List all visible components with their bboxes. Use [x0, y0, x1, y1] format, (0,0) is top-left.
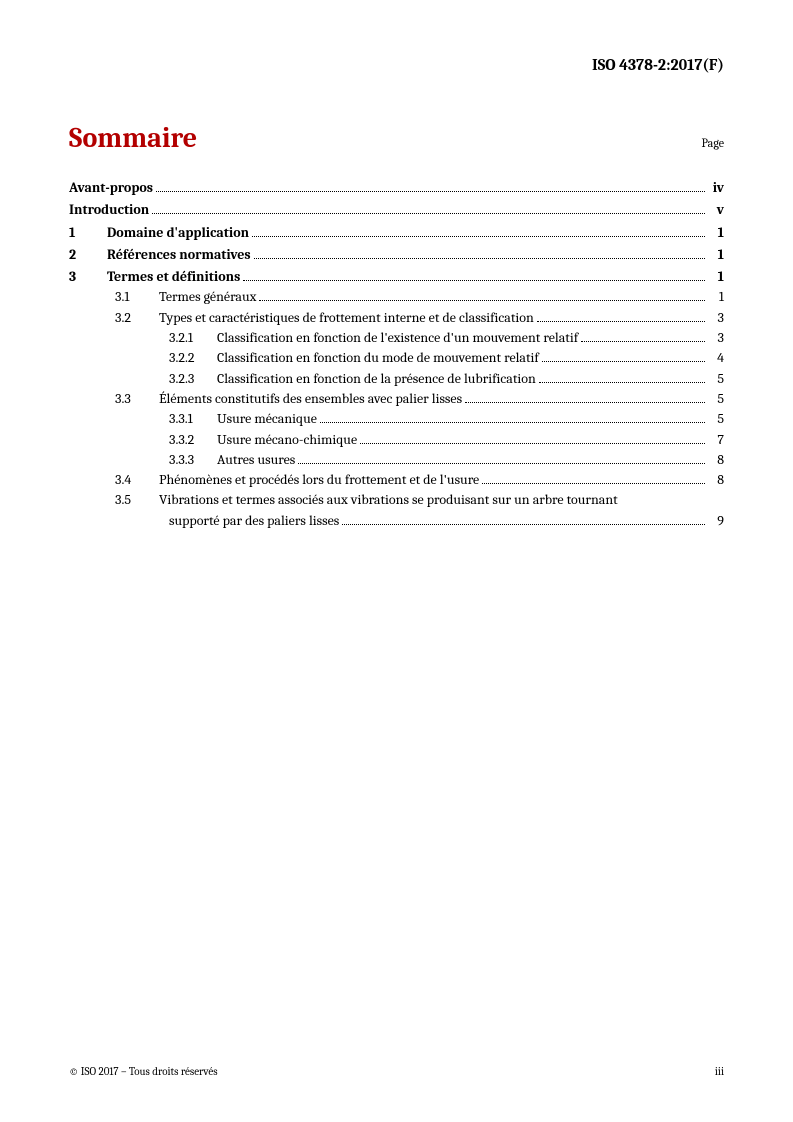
- toc-label: Références normatives: [107, 245, 251, 265]
- toc-container: Avant-propos iv Introduction v 1 Domaine…: [69, 178, 724, 531]
- toc-page: 5: [708, 369, 724, 389]
- toc-num: 3.3: [115, 389, 159, 409]
- toc-entry-s3-3-2: 3.3.2 Usure mécano-chimique 7: [69, 430, 724, 450]
- toc-label: Classification en fonction de la présenc…: [217, 369, 536, 389]
- toc-num: 3.3.1: [169, 409, 217, 429]
- toc-num: 3.2: [115, 308, 159, 328]
- toc-leader: [539, 370, 705, 383]
- toc-label: Termes et définitions: [107, 267, 240, 287]
- toc-title: Sommaire: [69, 122, 197, 154]
- toc-leader: [320, 411, 705, 424]
- toc-num: 3.3.3: [169, 450, 217, 470]
- toc-page: 1: [708, 245, 724, 265]
- toc-page: iv: [708, 178, 724, 198]
- toc-label: Domaine d'application: [107, 223, 249, 243]
- toc-page: 1: [708, 267, 724, 287]
- toc-entry-s3: 3 Termes et définitions 1: [69, 267, 724, 287]
- page-footer: © ISO 2017 – Tous droits réservés iii: [69, 1065, 724, 1078]
- toc-entry-s3-5-line2: supporté par des paliers lisses 9: [69, 511, 724, 531]
- title-row: Sommaire Page: [69, 122, 724, 154]
- toc-leader: [342, 512, 705, 525]
- toc-label: Usure mécanique: [217, 409, 317, 429]
- footer-copyright: © ISO 2017 – Tous droits réservés: [69, 1065, 218, 1078]
- toc-num: 3: [69, 267, 107, 287]
- toc-page: 1: [708, 223, 724, 243]
- footer-page-number: iii: [715, 1065, 724, 1078]
- toc-label: supporté par des paliers lisses: [169, 511, 339, 531]
- toc-num: 3.3.2: [169, 430, 217, 450]
- page-column-label: Page: [702, 136, 724, 150]
- toc-entry-s3-2-2: 3.2.2 Classification en fonction du mode…: [69, 348, 724, 368]
- toc-entry-s3-3: 3.3 Éléments constitutifs des ensembles …: [69, 389, 724, 409]
- toc-entry-s3-5-line1: 3.5 Vibrations et termes associés aux vi…: [69, 490, 724, 510]
- toc-entry-introduction: Introduction v: [69, 200, 724, 220]
- toc-entry-s3-2-3: 3.2.3 Classification en fonction de la p…: [69, 369, 724, 389]
- toc-leader: [298, 451, 705, 464]
- toc-num: 1: [69, 223, 107, 243]
- toc-entry-s2: 2 Références normatives 1: [69, 245, 724, 265]
- toc-leader: [156, 179, 705, 192]
- toc-entry-s3-2: 3.2 Types et caractéristiques de frottem…: [69, 308, 724, 328]
- toc-page: v: [708, 200, 724, 220]
- toc-leader: [537, 309, 705, 322]
- toc-num: 3.2.1: [169, 328, 217, 348]
- toc-page: 5: [708, 389, 724, 409]
- toc-num: 2: [69, 245, 107, 265]
- toc-entry-s3-3-3: 3.3.3 Autres usures 8: [69, 450, 724, 470]
- toc-entry-s3-2-1: 3.2.1 Classification en fonction de l'ex…: [69, 328, 724, 348]
- toc-leader: [259, 289, 705, 302]
- toc-leader: [243, 269, 705, 282]
- toc-num: 3.4: [115, 470, 159, 490]
- toc-entry-s3-4: 3.4 Phénomènes et procédés lors du frott…: [69, 470, 724, 490]
- toc-page: 8: [708, 450, 724, 470]
- toc-page: 3: [708, 308, 724, 328]
- toc-label: Termes généraux: [159, 287, 256, 307]
- toc-label: Autres usures: [217, 450, 295, 470]
- toc-label: Types et caractéristiques de frottement …: [159, 308, 534, 328]
- toc-label: Classification en fonction du mode de mo…: [217, 348, 539, 368]
- toc-leader: [360, 431, 705, 444]
- doc-header: ISO 4378-2:2017(F): [69, 56, 724, 74]
- toc-page: 3: [708, 328, 724, 348]
- toc-entry-s3-1: 3.1 Termes généraux 1: [69, 287, 724, 307]
- toc-entry-avant-propos: Avant-propos iv: [69, 178, 724, 198]
- toc-page: 7: [708, 430, 724, 450]
- toc-label: Introduction: [69, 200, 149, 220]
- toc-leader: [465, 390, 705, 403]
- toc-leader: [581, 329, 705, 342]
- toc-leader: [152, 202, 705, 215]
- toc-leader: [482, 472, 705, 485]
- toc-num: 3.2.3: [169, 369, 217, 389]
- toc-label: Éléments constitutifs des ensembles avec…: [159, 389, 462, 409]
- toc-label: Avant-propos: [69, 178, 153, 198]
- toc-page: 4: [708, 348, 724, 368]
- toc-page: 8: [708, 470, 724, 490]
- toc-num: 3.2.2: [169, 348, 217, 368]
- toc-label: Usure mécano-chimique: [217, 430, 357, 450]
- toc-leader: [252, 224, 705, 237]
- toc-leader: [542, 350, 705, 363]
- toc-num: 3.5: [115, 490, 159, 510]
- toc-page: 5: [708, 409, 724, 429]
- toc-label: Phénomènes et procédés lors du frottemen…: [159, 470, 479, 490]
- toc-num: 3.1: [115, 287, 159, 307]
- toc-entry-s1: 1 Domaine d'application 1: [69, 223, 724, 243]
- toc-page: 9: [708, 511, 724, 531]
- toc-label: Vibrations et termes associés aux vibrat…: [159, 490, 618, 510]
- toc-label: Classification en fonction de l'existenc…: [217, 328, 578, 348]
- toc-entry-s3-3-1: 3.3.1 Usure mécanique 5: [69, 409, 724, 429]
- toc-page: 1: [708, 287, 724, 307]
- toc-leader: [254, 246, 705, 259]
